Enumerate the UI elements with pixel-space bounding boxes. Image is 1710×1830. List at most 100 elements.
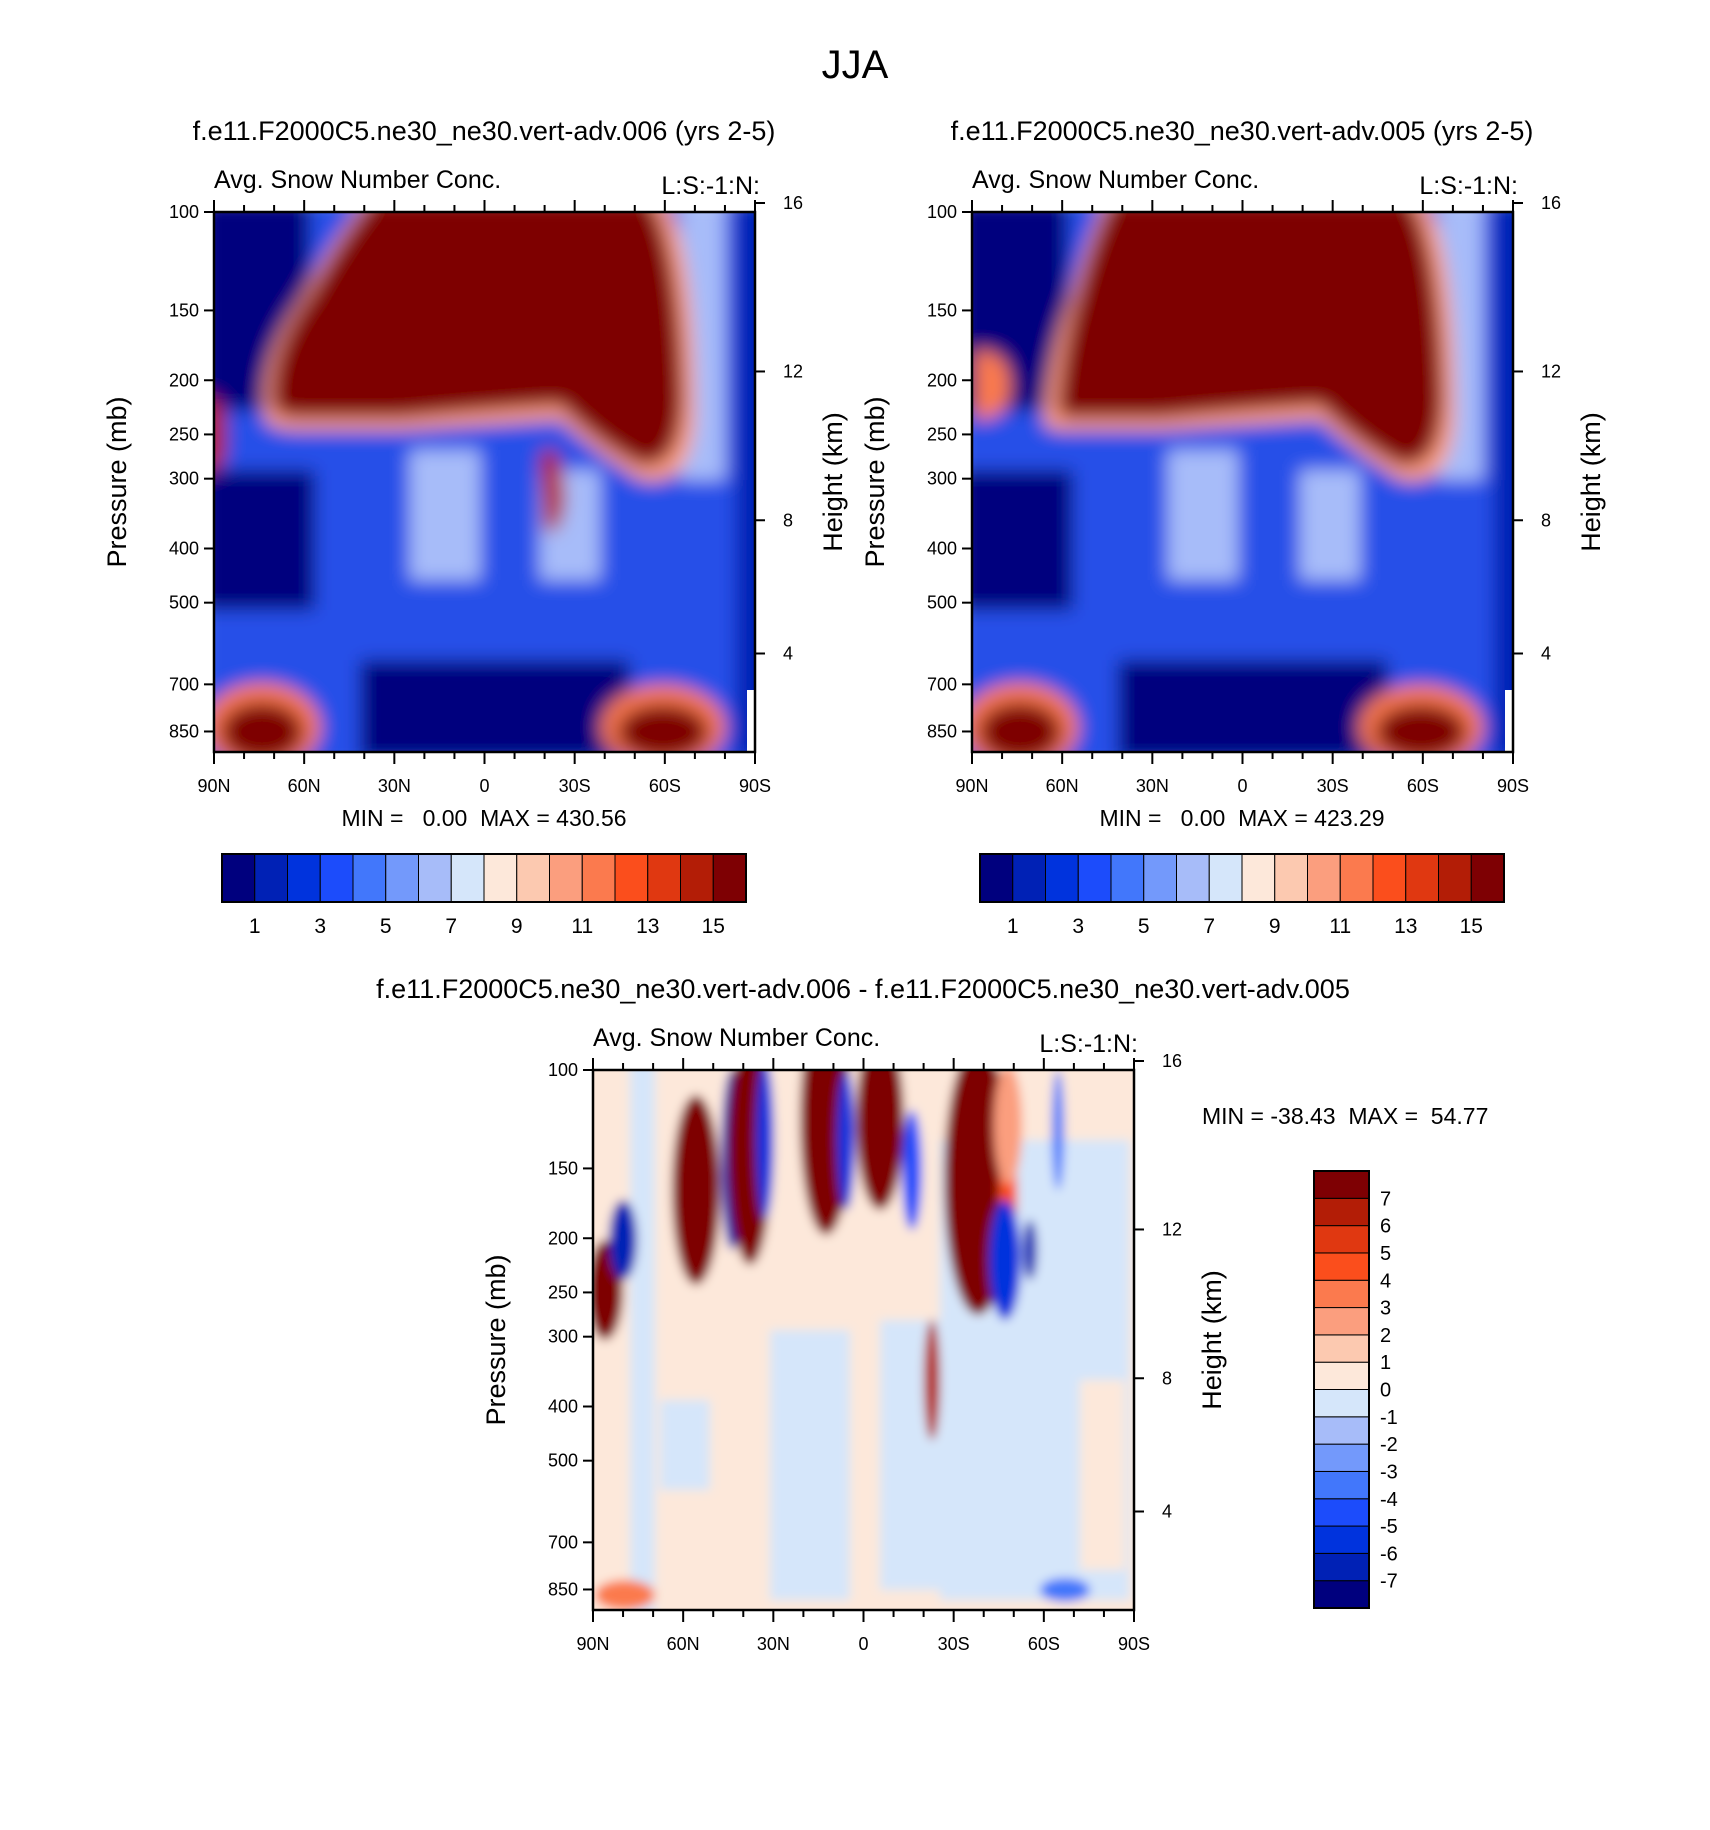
latitude-tick-label: 90N: [955, 776, 988, 796]
panel-3-stats: MIN = -38.43 MAX = 54.77: [1202, 1103, 1488, 1129]
height-tick-label: 4: [1541, 643, 1551, 663]
colorbar-label: 13: [1394, 915, 1417, 938]
panel-3-subtitle-right: L:S:-1:N:: [1039, 1030, 1138, 1058]
colorbar-swatch: [680, 853, 714, 903]
panel-1-axes: 100 150 200 250 300 400 500 700 850 90N 60N 30N 0 30S…: [169, 193, 803, 796]
panel-3-field: [593, 1070, 1134, 1610]
pressure-tick-label: 300: [927, 469, 957, 489]
height-tick-label: 12: [1541, 361, 1561, 381]
panel-2-subtitle-right: L:S:-1:N:: [1419, 172, 1518, 200]
height-tick-label: 8: [1162, 1368, 1172, 1388]
pressure-tick-label: 250: [169, 424, 199, 444]
panel-3-ylabel-right: Height (km): [1197, 1270, 1227, 1410]
latitude-tick-label: 60N: [288, 776, 321, 796]
colorbar-swatch: [1313, 1252, 1370, 1281]
pressure-tick-label: 300: [169, 469, 199, 489]
colorbar-swatch: [647, 853, 681, 903]
height-tick-label: 8: [783, 510, 793, 530]
colorbar-swatch: [1438, 853, 1472, 903]
colorbar-label: 9: [511, 915, 523, 938]
pressure-tick-label: 150: [169, 300, 199, 320]
panel-2-subtitle-left: Avg. Snow Number Conc.: [972, 166, 1259, 194]
latitude-tick-label: 90N: [576, 1634, 609, 1654]
pressure-tick-label: 300: [548, 1327, 578, 1347]
colorbar-swatch: [1313, 1470, 1370, 1500]
latitude-tick-label: 30N: [1136, 776, 1169, 796]
colorbar-swatch: [1313, 1279, 1370, 1309]
colorbar-label: 5: [1138, 915, 1150, 938]
latitude-tick-label: 30S: [559, 776, 591, 796]
height-tick-label: 16: [1162, 1051, 1182, 1071]
colorbar-label: 13: [636, 915, 659, 938]
pressure-tick-label: 700: [548, 1532, 578, 1552]
colorbar-swatch: [516, 853, 550, 903]
colorbar-label: 15: [702, 915, 725, 938]
colorbar-swatch: [1313, 1307, 1370, 1336]
height-tick-label: 16: [783, 193, 803, 213]
pressure-tick-label: 250: [927, 424, 957, 444]
pressure-tick-label: 200: [927, 370, 957, 390]
colorbar-swatch: [1313, 1552, 1370, 1582]
colorbar-swatch: [1045, 853, 1079, 903]
colorbar-swatch: [1143, 853, 1177, 903]
latitude-tick-label: 60N: [667, 1634, 700, 1654]
colorbar-swatch: [1274, 853, 1308, 903]
colorbar-swatch: [614, 853, 649, 903]
colorbar-swatch: [1313, 1416, 1370, 1445]
latitude-tick-label: 60N: [1046, 776, 1079, 796]
panel-3-ylabel-left: Pressure (mb): [481, 1254, 511, 1425]
colorbar-swatch: [979, 853, 1014, 903]
colorbar-swatch: [1241, 853, 1276, 903]
panel-2-colorbar: 1 3 5 7 9 11 13 15: [979, 853, 1505, 938]
colorbar-swatch: [1313, 1525, 1370, 1554]
colorbar-label: 3: [314, 915, 326, 938]
panel-1-title: f.e11.F2000C5.ne30_ne30.vert-adv.006 (yr…: [193, 116, 776, 146]
colorbar-swatch: [1077, 853, 1112, 903]
pressure-tick-label: 150: [927, 300, 957, 320]
latitude-tick-label: 0: [479, 776, 489, 796]
height-tick-label: 12: [783, 361, 803, 381]
colorbar-swatch: [549, 853, 583, 903]
colorbar-label: -3: [1380, 1461, 1398, 1483]
colorbar-label: 4: [1380, 1270, 1391, 1292]
colorbar-label: 3: [1380, 1298, 1391, 1320]
panel-3-subtitle-left: Avg. Snow Number Conc.: [593, 1024, 880, 1052]
colorbar-label: -6: [1380, 1543, 1398, 1565]
panel-2-title: f.e11.F2000C5.ne30_ne30.vert-adv.005 (yr…: [951, 116, 1534, 146]
panel-2: f.e11.F2000C5.ne30_ne30.vert-adv.005 (yr…: [860, 116, 1606, 938]
colorbar-label: -1: [1380, 1407, 1398, 1429]
colorbar-swatch: [1313, 1389, 1370, 1418]
colorbar-swatch: [1313, 1443, 1370, 1472]
colorbar-label: 7: [445, 915, 457, 938]
pressure-tick-label: 400: [548, 1397, 578, 1417]
colorbar-frame: [1313, 1170, 1370, 1609]
colorbar-frame: [221, 853, 747, 903]
latitude-tick-label: 30N: [757, 1634, 790, 1654]
colorbar-swatch: [1110, 853, 1145, 903]
colorbar-swatch: [1313, 1334, 1370, 1363]
height-tick-label: 4: [783, 643, 793, 663]
colorbar-swatch: [1313, 1225, 1370, 1254]
latitude-tick-label: 0: [1237, 776, 1247, 796]
colorbar-label: 11: [571, 915, 593, 938]
pressure-tick-label: 500: [927, 593, 957, 613]
panel-2-stats: MIN = 0.00 MAX = 423.29: [1099, 805, 1384, 831]
panel-3-title: f.e11.F2000C5.ne30_ne30.vert-adv.006 - f…: [376, 974, 1350, 1004]
colorbar-swatch: [1313, 1197, 1370, 1227]
height-tick-label: 4: [1162, 1501, 1172, 1521]
panel-1-field: [214, 212, 755, 752]
colorbar-swatch: [1208, 853, 1243, 903]
colorbar-label: 1: [249, 915, 261, 938]
colorbar-label: 7: [1203, 915, 1215, 938]
colorbar-swatch: [1372, 853, 1407, 903]
pressure-tick-label: 700: [927, 674, 957, 694]
latitude-tick-label: 90S: [1118, 1634, 1150, 1654]
height-tick-label: 12: [1162, 1219, 1182, 1239]
pressure-tick-label: 100: [169, 202, 199, 222]
colorbar-swatch: [1339, 853, 1374, 903]
pressure-tick-label: 200: [548, 1228, 578, 1248]
colorbar-label: -5: [1380, 1516, 1398, 1538]
colorbar-label: -7: [1380, 1571, 1398, 1593]
pressure-tick-label: 100: [548, 1060, 578, 1080]
